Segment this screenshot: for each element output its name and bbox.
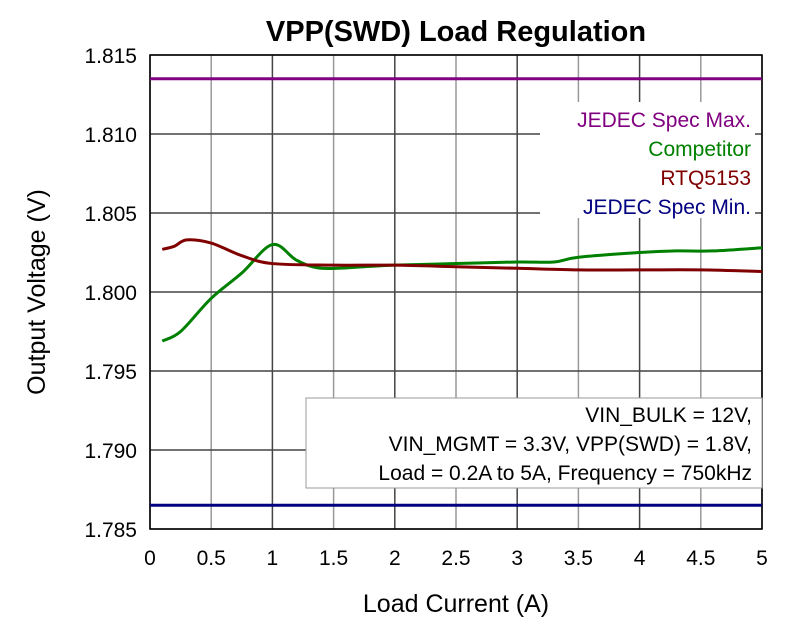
x-tick-label: 4.5: [686, 547, 715, 570]
y-tick-label: 1.785: [84, 519, 137, 542]
y-tick-label: 1.815: [84, 45, 137, 68]
chart-title: VPP(SWD) Load Regulation: [266, 16, 646, 48]
series-line-rtq5153: [161, 238, 763, 273]
x-tick-label: 0: [144, 547, 156, 570]
y-axis-label: Output Voltage (V): [23, 189, 51, 395]
legend-entry: RTQ5153: [660, 167, 751, 190]
x-tick-label: 1: [267, 547, 279, 570]
x-axis-label: Load Current (A): [363, 590, 549, 618]
y-tick-label: 1.795: [84, 361, 137, 384]
y-tick-label: 1.805: [84, 203, 137, 226]
annotation-text: VIN_MGMT = 3.3V, VPP(SWD) = 1.8V,: [389, 433, 752, 456]
x-tick-label: 0.5: [197, 547, 226, 570]
legend-entry: JEDEC Spec Min.: [583, 196, 751, 219]
legend-box: [540, 102, 755, 218]
x-tick-label: 4: [634, 547, 646, 570]
y-tick-label: 1.790: [84, 440, 137, 463]
x-tick-label: 2: [389, 547, 401, 570]
x-tick-label: 3.5: [564, 547, 593, 570]
legend-entry: JEDEC Spec Max.: [577, 109, 751, 132]
annotation-text: Load = 0.2A to 5A, Frequency = 750kHz: [378, 462, 752, 485]
y-tick-label: 1.800: [84, 282, 137, 305]
annotation-box: [305, 397, 763, 489]
legend-entry: Competitor: [648, 138, 751, 161]
x-tick-label: 2.5: [441, 547, 470, 570]
annotation-text: VIN_BULK = 12V,: [585, 404, 752, 427]
x-tick-label: 5: [756, 547, 768, 570]
x-tick-label: 1.5: [319, 547, 348, 570]
plot-frame: [149, 54, 763, 530]
y-tick-label: 1.810: [84, 124, 137, 147]
x-tick-label: 3: [511, 547, 523, 570]
